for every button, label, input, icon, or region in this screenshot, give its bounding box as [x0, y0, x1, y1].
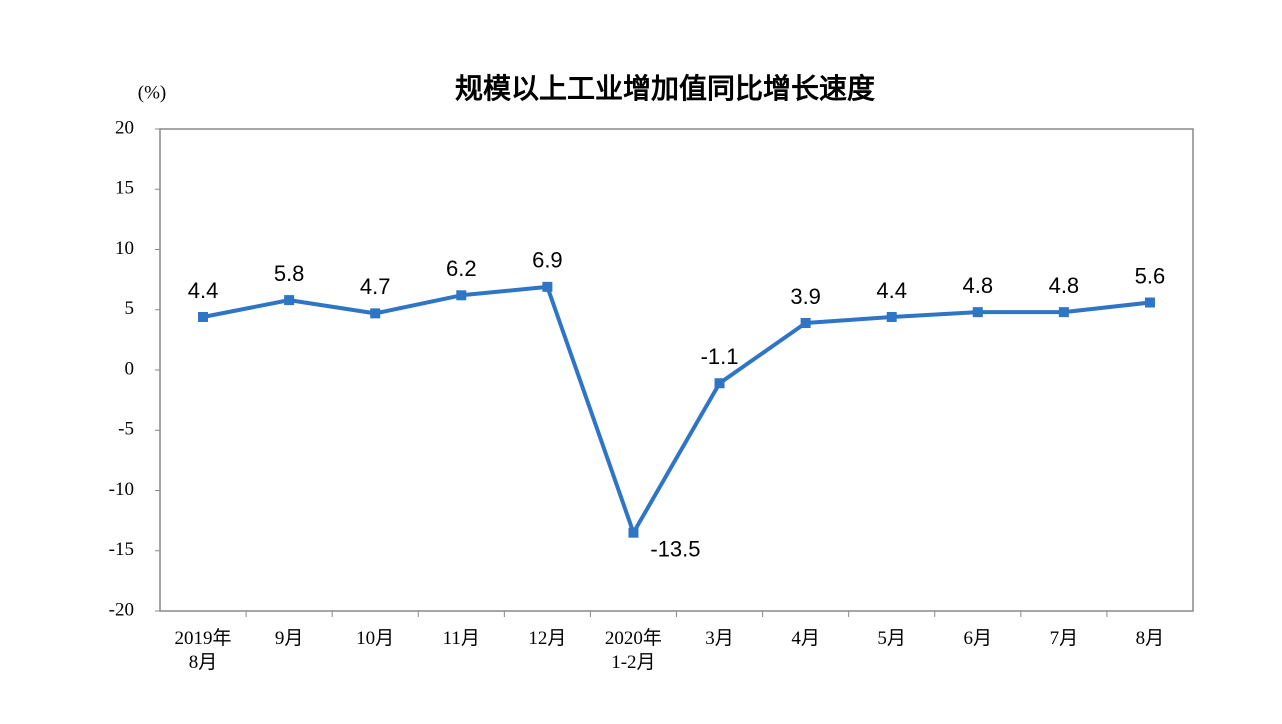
x-tick-label: 2020年 1-2月	[604, 628, 662, 673]
x-tick-label: 8月	[1135, 628, 1165, 649]
data-label: 4.8	[1049, 273, 1080, 298]
x-tick-label: 2019年 8月	[174, 628, 232, 673]
marker	[284, 295, 295, 306]
data-label: 4.4	[188, 278, 219, 303]
marker	[542, 281, 553, 292]
y-tick-label: 5	[125, 298, 135, 319]
x-tick-label: 5月	[877, 628, 906, 649]
data-label: 5.8	[274, 261, 305, 286]
x-tick-label: 10月	[356, 628, 395, 649]
y-tick-label: -15	[109, 539, 134, 560]
x-tick-label: 6月	[963, 628, 992, 649]
marker	[1144, 297, 1155, 308]
y-tick-label: 0	[125, 358, 135, 379]
data-label: -1.1	[701, 344, 739, 369]
data-label: -13.5	[650, 536, 700, 561]
data-label: 6.9	[532, 248, 563, 273]
marker	[714, 378, 725, 389]
chart-title: 规模以上工业增加值同比增长速度	[455, 72, 875, 105]
data-label: 6.2	[446, 256, 477, 281]
marker	[628, 527, 639, 538]
x-tick-label: 11月	[442, 628, 480, 649]
y-tick-label: 15	[115, 178, 134, 199]
y-axis-label: (%)	[138, 82, 166, 103]
marker	[886, 311, 897, 322]
x-tick-label: 12月	[528, 628, 567, 649]
marker	[456, 290, 467, 301]
data-label: 4.4	[876, 278, 907, 303]
y-tick-label: -10	[109, 479, 134, 500]
x-tick-label: 4月	[791, 628, 820, 649]
y-tick-label: -20	[109, 599, 134, 620]
y-tick-label: 10	[115, 238, 134, 259]
line	[202, 284, 1151, 535]
marker	[972, 307, 983, 318]
x-tick-label: 7月	[1049, 628, 1079, 649]
x-tick-label: 9月	[274, 628, 304, 649]
marker	[800, 318, 811, 329]
x-tick-label: 3月	[705, 628, 734, 649]
data-label: 5.6	[1135, 263, 1166, 288]
y-tick-label: 20	[115, 117, 134, 138]
data-label: 3.9	[790, 284, 821, 309]
data-label: 4.8	[962, 273, 993, 298]
marker	[1058, 307, 1069, 318]
data-label: 4.7	[360, 274, 391, 299]
marker	[198, 311, 209, 322]
y-tick-label: -5	[118, 419, 134, 440]
marker	[370, 308, 381, 319]
